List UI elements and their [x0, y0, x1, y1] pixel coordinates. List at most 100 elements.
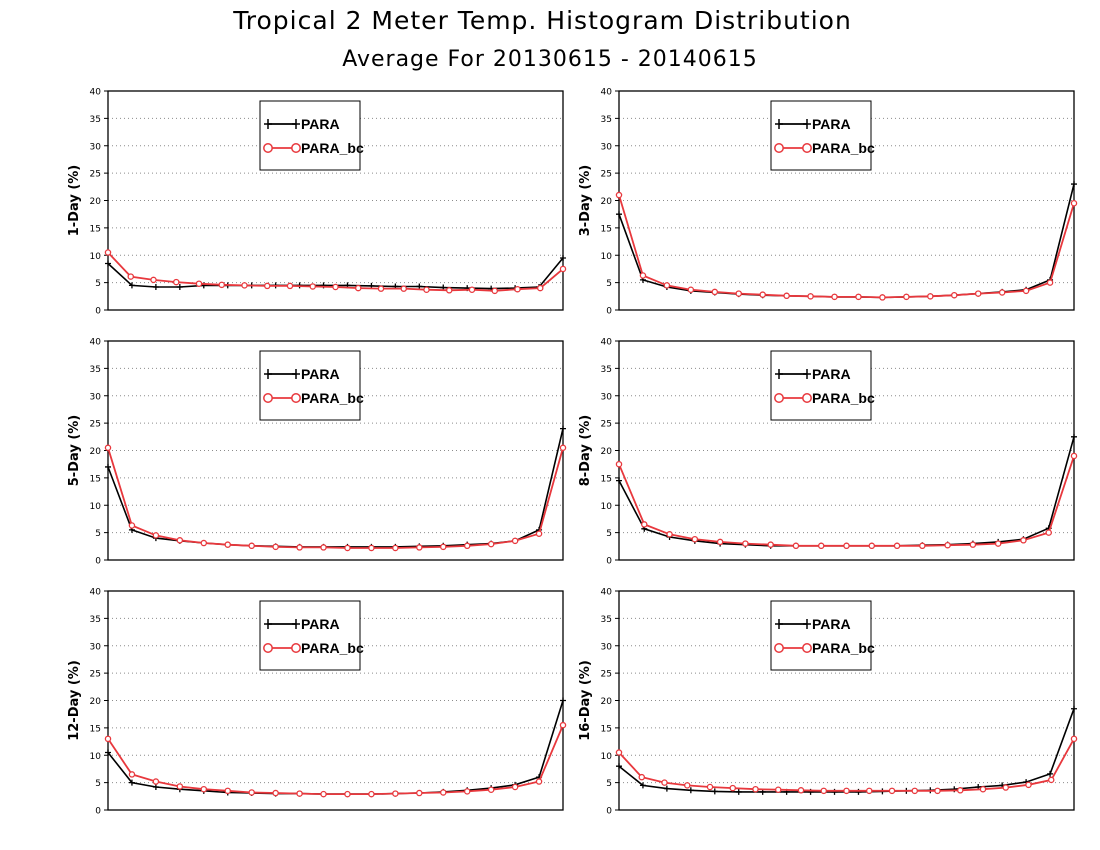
legend-marker-plus: [292, 119, 300, 129]
data-point-para-bc: [224, 787, 231, 795]
data-point-para-bc: [974, 290, 982, 297]
legend-marker-circle: [802, 643, 812, 653]
y-tick-label: 25: [90, 420, 101, 430]
data-point-para-bc: [783, 292, 790, 300]
y-tick-label: 40: [601, 338, 613, 348]
data-point-para-bc: [195, 280, 203, 287]
y-tick-label: 30: [90, 142, 102, 152]
data-point-para-bc: [176, 783, 184, 790]
y-tick-label: 10: [601, 752, 613, 762]
legend: PARA PARA_bc: [259, 100, 364, 171]
data-point-para-bc: [423, 286, 430, 293]
panel-6: 0 5 10 15 20 25 30 35 40 16-Day (%) PARA PARA_bc: [578, 588, 1078, 817]
y-tick-label: 25: [90, 170, 101, 180]
data-point-para-bc: [661, 779, 668, 786]
legend-marker-circle: [774, 393, 784, 403]
legend-label: PARA_bc: [301, 640, 364, 656]
data-point-para-bc: [775, 786, 782, 793]
data-point-para-bc: [487, 786, 495, 793]
legend-marker-circle: [774, 143, 784, 153]
data-point-para-bc: [320, 790, 327, 798]
data-point-para-bc: [127, 273, 134, 280]
y-tick-label: 20: [90, 697, 102, 707]
data-point-para-bc: [535, 530, 543, 537]
data-point-para-bc: [248, 789, 255, 796]
data-point-para-bc: [706, 783, 714, 791]
data-point-para-bc: [416, 544, 423, 551]
y-tick-label: 35: [601, 365, 612, 375]
data-point-para: [152, 284, 159, 291]
series-line-para: [107, 428, 564, 548]
legend-box: [770, 100, 872, 171]
data-point-para-bc: [820, 787, 828, 795]
data-point-para-bc: [272, 789, 279, 797]
y-tick-label: 5: [606, 529, 612, 539]
legend-marker-plus: [803, 369, 811, 379]
legend-marker-circle: [802, 393, 812, 403]
legend-box: [259, 350, 361, 421]
data-point-para-bc: [535, 778, 543, 785]
legend-marker-circle: [263, 143, 273, 153]
y-tick-label: 40: [601, 88, 613, 98]
y-tick-label: 35: [90, 615, 101, 625]
y-tick-label: 40: [90, 588, 102, 598]
data-point-para-bc: [797, 787, 805, 794]
chart-title: Tropical 2 Meter Temp. Histogram Distrib…: [233, 6, 852, 35]
data-point-para-bc: [445, 287, 453, 294]
legend: PARA PARA_bc: [770, 600, 875, 671]
y-tick-label: 15: [90, 474, 101, 484]
data-point-para-bc: [879, 294, 886, 301]
data-point-para: [152, 784, 159, 791]
legend: PARA PARA_bc: [259, 350, 364, 421]
data-point-para-bc: [752, 785, 759, 793]
legend-label: PARA_bc: [812, 640, 875, 656]
y-axis-label: 5-Day (%): [67, 415, 82, 487]
data-point-para-bc: [919, 542, 926, 550]
data-point-para: [687, 787, 694, 794]
data-point-para: [1071, 181, 1077, 188]
y-tick-label: 0: [606, 807, 612, 817]
y-tick-label: 40: [90, 338, 102, 348]
data-point-para: [176, 284, 183, 291]
data-point-para-bc: [807, 293, 814, 300]
data-point-para: [1071, 433, 1077, 440]
data-point-para-bc: [320, 544, 327, 551]
data-point-para: [560, 254, 566, 261]
y-tick-label: 25: [601, 170, 612, 180]
y-tick-label: 20: [601, 697, 613, 707]
legend-marker-plus: [803, 619, 811, 629]
data-point-para-bc: [663, 282, 671, 289]
data-point-para-bc: [759, 291, 766, 298]
y-tick-label: 0: [95, 807, 101, 817]
data-point-para-bc: [1070, 199, 1078, 207]
data-point-para-bc: [514, 285, 521, 293]
data-point-para-bc: [248, 542, 255, 550]
y-tick-label: 15: [90, 224, 101, 234]
data-point-para-bc: [344, 544, 351, 552]
data-point-para-bc: [691, 535, 699, 543]
y-tick-label: 5: [95, 279, 101, 289]
data-point-para-bc: [104, 735, 112, 743]
y-tick-label: 0: [95, 307, 101, 317]
data-point-para-bc: [957, 787, 964, 794]
data-point-para-bc: [511, 537, 519, 545]
series-line-para: [107, 700, 564, 795]
data-point-para-bc: [934, 787, 941, 795]
data-point-para-bc: [998, 289, 1006, 296]
legend-marker-circle: [291, 643, 301, 653]
data-point-para-bc: [468, 286, 476, 293]
y-tick-label: 20: [601, 447, 613, 457]
y-tick-label: 30: [601, 642, 613, 652]
data-point-para-bc: [888, 787, 896, 795]
data-point-para-bc: [377, 285, 385, 292]
data-point-para: [560, 697, 566, 704]
legend-marker-plus: [775, 619, 783, 629]
y-tick-label: 10: [601, 502, 613, 512]
legend-marker-circle: [291, 143, 301, 153]
data-point-para-bc: [104, 444, 112, 452]
y-tick-label: 15: [601, 474, 612, 484]
legend-box: [259, 600, 361, 671]
data-point-para-bc: [638, 773, 646, 781]
data-point-para-bc: [868, 542, 876, 550]
